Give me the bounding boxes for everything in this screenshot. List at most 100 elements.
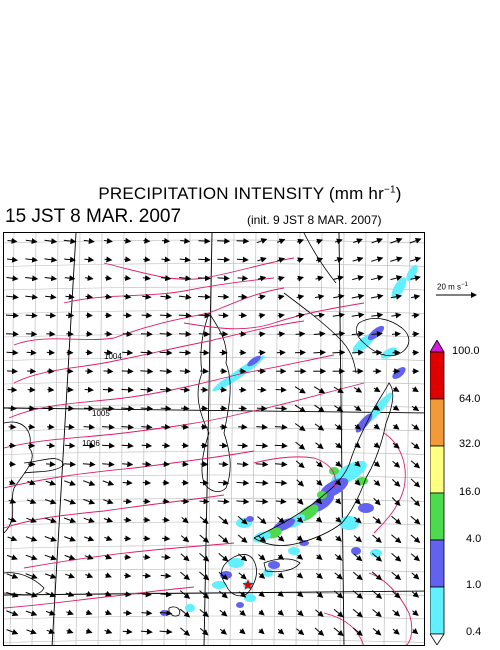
wind-vector-arrow [44,554,57,561]
wind-vector-arrow [26,349,37,356]
wind-vector-arrow [26,498,37,505]
wind-vector-arrow [351,312,365,319]
wind-vector-arrow [218,461,229,468]
wind-vector-arrow [140,368,154,375]
wind-vector-arrow [46,628,56,635]
precip-cell [391,277,407,299]
wind-vector-arrow [316,479,323,486]
title-exponent: −1 [383,184,396,196]
wind-vector-arrow [45,312,57,319]
colorbar-segment [430,586,445,635]
wind-vector-arrow [124,274,132,281]
wind-vector-arrow [237,442,249,449]
wind-vector-arrow [64,480,76,486]
wind-vector-arrow [159,610,173,617]
wind-vector-arrow [333,293,345,300]
grid-latitude-line [4,404,424,408]
colorbar-segment [430,492,445,541]
wind-vector-arrow [315,275,324,282]
wind-vector-arrow [83,480,96,486]
wind-vector-arrow [45,479,57,486]
coastline-segment [168,606,181,617]
wind-vector-arrow [390,256,403,263]
wind-vector-arrow [8,498,17,504]
wind-vector-arrow [104,237,113,244]
wind-vector-arrow [410,515,421,525]
wind-vector-arrow [334,405,344,412]
wind-vector-arrow [198,238,211,245]
grid-longitude-line [9,233,15,645]
wind-vector-arrow [296,553,304,560]
wind-vector-arrow [217,238,231,245]
wind-vector-arrow [296,591,304,598]
wind-vector-arrow [334,238,343,245]
wind-vector-arrow [391,590,401,599]
isobar-labels: 1004 1005 1006 [82,352,122,448]
wind-vector-arrow [410,496,421,507]
wind-vector-arrow [25,535,38,542]
wind-vector-arrow [121,405,135,412]
wind-vector-arrow [314,312,325,319]
precip-cell [370,549,382,557]
wind-vector-arrow [352,571,363,581]
wind-vector-arrow [64,275,76,282]
wind-vector-arrow [410,460,421,469]
wind-vector-arrow [218,571,229,581]
wind-vector-arrow [6,331,19,338]
wind-vector-arrow [295,441,306,450]
grid-latitude-line [4,380,424,385]
wind-vector-arrow [333,608,344,618]
wind-vector-arrow [64,256,76,263]
wind-vector-arrow [392,442,400,449]
grid-latitude-line [4,239,424,244]
grid-longitude-line [295,233,301,645]
wind-vector-arrow [277,628,285,635]
wind-vector-arrow [45,498,57,505]
wind-vector-arrow [44,256,58,263]
grid-longitude-line [119,233,125,645]
wind-vector-arrow [371,312,384,319]
wind-vector-arrow [296,535,304,542]
wind-vector-arrow [274,442,288,449]
precipitation-field [160,264,418,616]
wind-vector-arrow [390,275,403,281]
wind-vector-arrow [353,535,362,543]
wind-vector-arrow [352,590,363,599]
colorbar-label-100: 100.0 [452,345,480,357]
wind-vector-arrow [142,275,151,282]
wind-vector-arrow [373,423,381,430]
precip-cell [268,561,280,569]
wind-vector-arrow [199,516,209,524]
wind-vector-arrow [45,610,56,616]
wind-vector-arrow [296,628,305,636]
wind-vector-arrow [104,293,112,300]
wind-vector-arrow [392,460,401,468]
wind-vector-arrow [258,312,266,319]
wind-vector-arrow [141,442,153,449]
wind-vector-arrow [65,572,75,579]
wind-vector-arrow [160,572,172,579]
grid-longitude-line [97,233,103,645]
wind-vector-arrow [256,424,268,431]
wind-vector-arrow [140,331,153,338]
wind-vector-arrow [314,627,325,636]
wind-vector-arrow [371,590,383,599]
grid-longitude-line [163,233,169,645]
wind-vector-arrow [143,554,151,561]
wind-vector-arrow [255,461,269,468]
wind-vector-arrow [141,312,153,319]
wind-vector-arrow [351,293,365,300]
precip-cell [288,547,300,555]
wind-vector-arrow [410,553,420,562]
coastline-segment [4,572,45,596]
wind-vector-arrow [371,553,383,562]
precip-cell [406,264,418,282]
wind-vector-arrow [25,591,38,598]
wind-vector-arrow [218,479,230,486]
isobar-line [183,302,365,330]
wind-vector-arrow [296,238,304,245]
colorbar-label-64: 64.0 [459,393,481,405]
wind-vector-arrow [140,349,154,356]
wind-vector-arrow [121,442,134,449]
wind-vector-arrow [352,275,364,281]
